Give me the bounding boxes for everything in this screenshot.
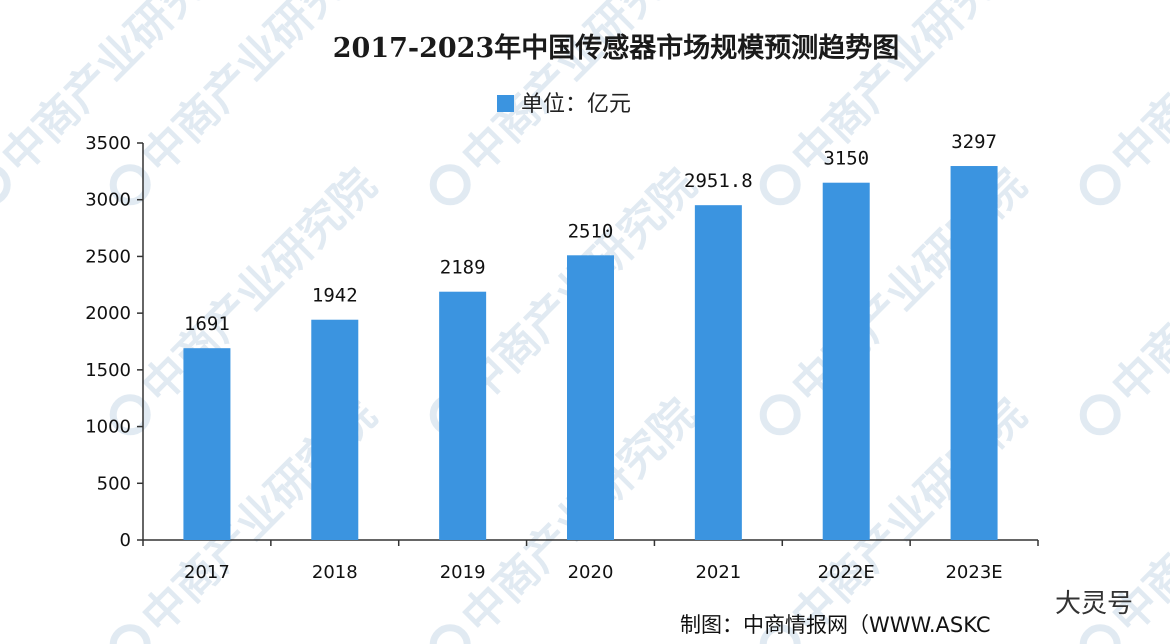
x-tick-label: 2022E bbox=[818, 562, 875, 583]
watermark-logo-icon bbox=[759, 394, 801, 436]
x-tick-label: 2021 bbox=[695, 562, 741, 583]
bar bbox=[439, 291, 487, 540]
watermark-logo-icon bbox=[1079, 394, 1121, 436]
data-label: 3150 bbox=[823, 148, 869, 170]
chart-title: 2017-2023年中国传感器市场规模预测趋势图 bbox=[333, 32, 900, 64]
bar bbox=[822, 182, 870, 540]
y-tick-label: 2500 bbox=[85, 246, 131, 267]
bar bbox=[950, 166, 998, 540]
data-label: 3297 bbox=[951, 131, 997, 153]
watermark-logo-icon bbox=[429, 164, 471, 206]
y-tick-label: 0 bbox=[120, 530, 131, 551]
watermark-text: 中商产业研究院 bbox=[782, 0, 1036, 183]
watermark-logo-icon bbox=[109, 624, 151, 644]
x-tick-label: 2017 bbox=[184, 562, 230, 583]
y-tick-label: 1000 bbox=[85, 417, 131, 438]
watermark-text: 中商产业研究院 bbox=[782, 390, 1036, 644]
data-label: 2510 bbox=[568, 220, 614, 242]
source-footer: 制图：中商情报网（WWW.ASKC bbox=[680, 613, 991, 637]
data-label: 2189 bbox=[440, 257, 486, 279]
y-tick-label: 3500 bbox=[85, 133, 131, 154]
watermark-logo-icon bbox=[429, 624, 471, 644]
legend-swatch bbox=[497, 95, 514, 112]
watermark-text: 中商产业研究院 bbox=[1102, 0, 1170, 183]
data-labels: 1691 1942 2189 2510 2951.8 3150 3297 bbox=[184, 131, 997, 335]
bars bbox=[183, 166, 998, 540]
bar bbox=[694, 205, 742, 540]
y-tick-label: 500 bbox=[97, 473, 131, 494]
watermark-logo-icon bbox=[109, 164, 151, 206]
bar bbox=[311, 319, 359, 540]
bar bbox=[567, 255, 614, 540]
y-tick-label: 2000 bbox=[85, 303, 131, 324]
y-tick-label: 1500 bbox=[85, 360, 131, 381]
watermark-logo-icon bbox=[1079, 624, 1121, 644]
data-label: 2951.8 bbox=[684, 170, 753, 192]
watermark-text: 中商产业研究院 bbox=[782, 160, 1036, 414]
legend: 单位：亿元 bbox=[497, 92, 631, 117]
bar bbox=[183, 348, 231, 540]
data-label: 1942 bbox=[312, 285, 358, 307]
legend-label: 单位：亿元 bbox=[521, 92, 631, 117]
data-label: 1691 bbox=[184, 313, 230, 335]
watermark-logo-icon bbox=[0, 164, 11, 206]
watermark-logo-icon bbox=[759, 624, 801, 644]
y-tick-label: 3000 bbox=[85, 190, 131, 211]
watermark-logo-icon bbox=[1079, 164, 1121, 206]
watermark: 中商产业研究院 bbox=[1079, 0, 1170, 206]
x-tick-label: 2023E bbox=[945, 562, 1002, 583]
corner-stamp: 大灵号 bbox=[1055, 589, 1133, 619]
x-tick-label: 2020 bbox=[568, 562, 614, 583]
x-tick-label: 2019 bbox=[440, 562, 486, 583]
axes: 0 500 1000 1500 2000 2500 3000 3500 2017 2018 2019… bbox=[85, 133, 1039, 583]
x-tick-label: 2018 bbox=[312, 562, 358, 583]
watermark: 中商产业研究院 bbox=[1079, 160, 1170, 436]
watermark-logo-icon bbox=[759, 164, 801, 206]
